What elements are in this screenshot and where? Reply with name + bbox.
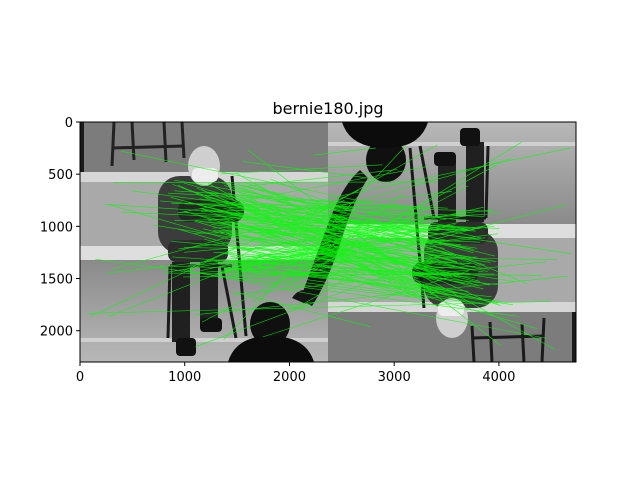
- x-axis: 0 1000 2000 3000 4000: [76, 362, 515, 385]
- match-line: [238, 191, 440, 299]
- match-line: [152, 224, 517, 283]
- match-line: [214, 260, 469, 292]
- match-line: [316, 147, 571, 202]
- match-line: [194, 229, 468, 234]
- match-line: [168, 192, 448, 209]
- match-line: [184, 203, 484, 217]
- match-line: [237, 184, 482, 239]
- match-line: [207, 191, 419, 215]
- left-photo-panel: [80, 122, 328, 362]
- match-line: [195, 255, 440, 348]
- match-line: [90, 190, 359, 317]
- match-line: [285, 210, 572, 254]
- match-line: [262, 270, 470, 338]
- match-line: [237, 247, 457, 293]
- match-line: [235, 172, 556, 350]
- keypoint-match-lines: [87, 141, 572, 350]
- x-tick-label: 3000: [378, 370, 411, 385]
- match-line: [95, 258, 520, 317]
- match-line: [242, 161, 374, 179]
- match-line: [178, 209, 493, 250]
- match-line: [247, 149, 502, 347]
- x-tick-label: 0: [76, 370, 84, 385]
- x-tick-label: 1000: [168, 370, 201, 385]
- match-line: [171, 202, 430, 209]
- match-line: [183, 182, 455, 263]
- match-line: [228, 207, 413, 232]
- match-line: [227, 192, 442, 278]
- match-line: [122, 211, 500, 229]
- match-line: [170, 197, 481, 282]
- y-tick-label: 2000: [40, 325, 73, 340]
- y-tick-label: 1000: [40, 220, 73, 235]
- match-line: [237, 196, 489, 273]
- match-line: [231, 255, 558, 260]
- match-line: [108, 204, 538, 329]
- match-line: [121, 150, 447, 220]
- match-line: [243, 169, 398, 187]
- match-line: [229, 261, 514, 306]
- y-axis: 0 500 1000 1500 2000: [40, 116, 80, 340]
- match-line: [257, 252, 390, 256]
- match-line: [286, 185, 469, 283]
- match-line: [194, 275, 568, 316]
- match-line: [160, 200, 350, 218]
- match-line: [87, 301, 551, 314]
- match-line: [270, 178, 527, 284]
- x-tick-label: 2000: [273, 370, 306, 385]
- match-line: [208, 191, 452, 221]
- match-line: [223, 145, 406, 340]
- match-line: [223, 218, 468, 303]
- match-line: [187, 270, 548, 339]
- match-line: [187, 237, 486, 267]
- match-line: [172, 184, 421, 270]
- y-tick-label: 500: [48, 168, 73, 183]
- chart-title: bernie180.jpg: [272, 99, 383, 118]
- match-line: [232, 291, 371, 327]
- match-line: [291, 204, 567, 278]
- y-tick-label: 0: [65, 116, 73, 131]
- match-line: [312, 147, 376, 156]
- match-line: [174, 179, 468, 230]
- y-tick-label: 1500: [40, 273, 73, 288]
- match-line: [229, 224, 456, 275]
- match-line: [107, 203, 398, 317]
- match-line: [113, 181, 438, 183]
- match-line: [291, 257, 382, 312]
- match-line: [196, 187, 443, 295]
- match-line: [199, 198, 466, 230]
- match-line: [111, 158, 512, 270]
- axes-frame: [79, 121, 577, 363]
- x-tick-label: 4000: [482, 370, 515, 385]
- match-line: [187, 253, 454, 274]
- match-line: [224, 215, 466, 254]
- match-line: [241, 259, 470, 278]
- match-line: [219, 222, 462, 245]
- match-line: [235, 144, 438, 260]
- match-line: [233, 226, 484, 290]
- match-line: [244, 234, 465, 284]
- match-line: [319, 239, 399, 251]
- match-line: [163, 272, 542, 276]
